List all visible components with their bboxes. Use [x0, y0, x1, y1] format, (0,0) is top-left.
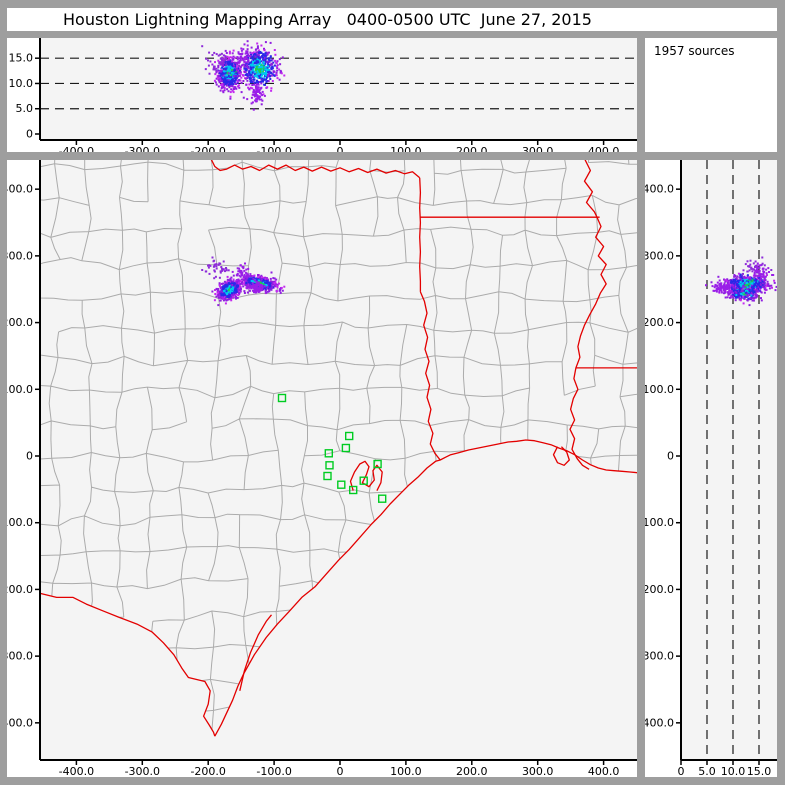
lightning-sources-plan	[201, 256, 286, 307]
x-axis-ticks: -400.0 -300.0 -200.0 -100.0 0 100.0 200.0 300.0…	[59, 140, 620, 152]
plan-view-panel: -400.0 -300.0 -200.0 -100.0 0 100.0 200.0 300.0…	[7, 160, 637, 777]
lma-station-markers	[277, 393, 387, 503]
tick-label: 0	[678, 765, 685, 777]
station-marker	[277, 393, 287, 403]
station-marker	[325, 461, 334, 470]
altitude-ew-plot[interactable]: -400.0 -300.0 -200.0 -100.0 0 100.0 200.0 300.0…	[7, 38, 637, 152]
station-marker	[378, 494, 387, 503]
axis-lines	[680, 160, 777, 761]
tick-label: -300.0	[7, 650, 33, 663]
tick-label: 100.0	[7, 383, 33, 396]
tick-label: -100.0	[645, 516, 674, 529]
state-borders	[40, 160, 637, 737]
tick-label: 5.0	[16, 102, 34, 115]
altitude-ns-plot[interactable]: 0 5.0 10.015.0 400.0 300.0 200.0 100.0 0 -100.0 -…	[645, 160, 777, 777]
tick-label: -200.0	[7, 583, 33, 596]
altitude-ns-panel: 0 5.0 10.015.0 400.0 300.0 200.0 100.0 0 -100.0 -…	[645, 160, 777, 777]
altitude-reference-lines	[706, 160, 760, 760]
plot-background	[40, 38, 637, 140]
tick-label: 300.0	[645, 249, 674, 262]
tick-label: -400.0	[59, 145, 94, 152]
tick-label: 100.0	[645, 383, 674, 396]
y-axis-ticks: 0 5.0 10.0 15.0	[9, 52, 40, 141]
tick-label: 15.0	[747, 765, 772, 777]
tick-label: 0	[667, 450, 674, 463]
tick-label: 0	[26, 128, 33, 141]
page-title: Houston Lightning Mapping Array 0400-050…	[63, 10, 592, 29]
tick-label: 200.0	[456, 765, 488, 777]
station-marker	[349, 485, 358, 495]
tick-label: 400.0	[588, 765, 620, 777]
tick-label: -200.0	[645, 583, 674, 596]
station-marker	[324, 449, 333, 458]
tick-label: 15.0	[9, 52, 34, 65]
tick-label: -400.0	[7, 716, 33, 729]
tick-label: -300.0	[645, 650, 674, 663]
tick-label: 200.0	[456, 145, 488, 152]
tick-label: -200.0	[190, 765, 225, 777]
station-marker	[337, 480, 346, 489]
tick-label: 300.0	[522, 145, 554, 152]
lightning-sources-altitude-ew	[201, 40, 286, 111]
station-marker	[345, 431, 354, 441]
tick-label: 100.0	[390, 765, 422, 777]
tick-label: 100.0	[390, 145, 422, 152]
sources-count-label: 1957 sources	[654, 44, 735, 58]
tick-label: 300.0	[7, 249, 33, 262]
station-marker	[323, 471, 332, 481]
tick-label: -100.0	[256, 765, 291, 777]
tick-label: 0	[26, 450, 33, 463]
x-axis-ticks: 0 5.0 10.0 15.0	[678, 760, 772, 777]
tick-label: 200.0	[645, 316, 674, 329]
tick-label: -100.0	[256, 145, 291, 152]
tick-label: 400.0	[7, 183, 33, 196]
tick-label: 400.0	[645, 183, 674, 196]
plot-background	[40, 160, 637, 760]
station-marker	[341, 443, 351, 453]
altitude-reference-lines	[40, 57, 637, 110]
tick-label: 10.0	[9, 77, 34, 90]
tick-label: -400.0	[59, 765, 94, 777]
tick-label: 0	[337, 765, 344, 777]
tick-label: 400.0	[588, 145, 620, 152]
plan-view-plot[interactable]: -400.0 -300.0 -200.0 -100.0 0 100.0 200.0 300.0…	[7, 160, 637, 777]
tick-label: 0	[337, 145, 344, 152]
title-bar: Houston Lightning Mapping Array 0400-050…	[7, 8, 777, 31]
x-axis-ticks: -400.0 -300.0 -200.0 -100.0 0 100.0 200.0 300.0…	[59, 760, 620, 777]
tick-label: -100.0	[7, 516, 33, 529]
tick-label: 5.0	[698, 765, 716, 777]
tick-label: -300.0	[125, 765, 160, 777]
station-marker	[373, 459, 382, 469]
tick-label: 10.0	[721, 765, 746, 777]
tick-label: -300.0	[125, 145, 160, 152]
lightning-sources-altitude-ns	[705, 256, 777, 307]
tick-label: -200.0	[190, 145, 225, 152]
y-axis-ticks: 400.0 300.0 200.0 100.0 0 -100.0 -200.0 -300.0 -…	[7, 183, 40, 729]
altitude-ew-panel: -400.0 -300.0 -200.0 -100.0 0 100.0 200.0 300.0…	[7, 38, 637, 152]
plot-background	[681, 160, 777, 760]
tick-label: 300.0	[522, 765, 554, 777]
tick-label: -400.0	[645, 716, 674, 729]
sources-panel: 1957 sources	[645, 38, 777, 152]
y-axis-ticks: 400.0 300.0 200.0 100.0 0 -100.0 -200.0 -300.0 -…	[645, 183, 681, 729]
station-marker	[359, 476, 368, 485]
tick-label: 200.0	[7, 316, 33, 329]
